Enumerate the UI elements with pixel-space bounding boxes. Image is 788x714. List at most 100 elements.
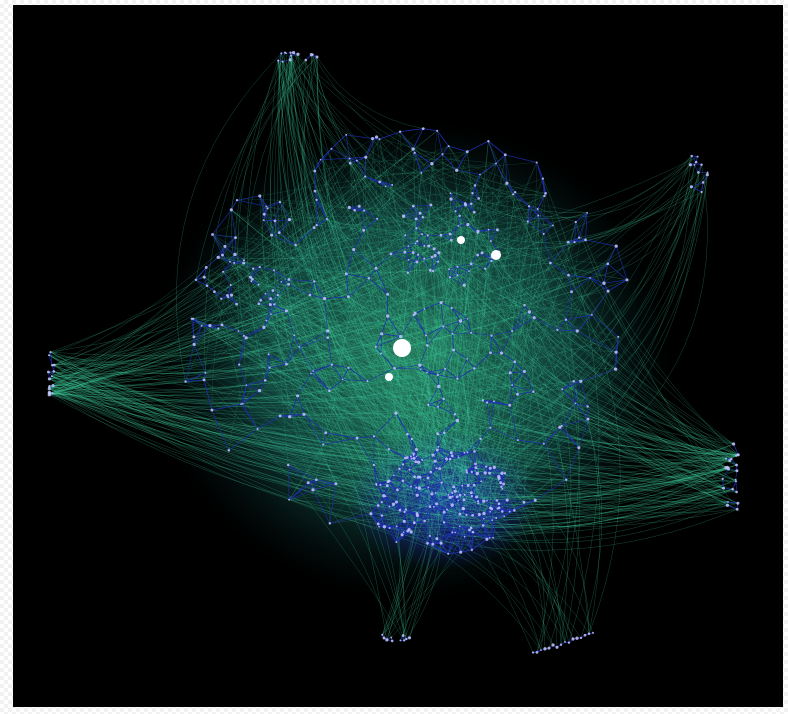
edge <box>491 520 494 538</box>
node <box>614 350 618 354</box>
edge <box>450 263 608 498</box>
edge <box>432 532 453 545</box>
node <box>689 185 693 189</box>
edge <box>195 225 553 281</box>
edge <box>288 489 314 501</box>
edge <box>437 406 478 502</box>
edge <box>436 496 477 539</box>
edge <box>385 489 398 497</box>
edge <box>450 193 739 456</box>
edge <box>350 162 422 175</box>
edge <box>358 205 378 220</box>
edge <box>193 318 451 498</box>
edge <box>316 479 449 554</box>
edge <box>206 285 438 451</box>
edge <box>263 208 268 221</box>
edge <box>488 140 506 156</box>
edge <box>309 294 515 362</box>
node <box>725 457 728 460</box>
edge <box>316 479 336 485</box>
edge <box>437 406 456 415</box>
edge <box>53 371 468 473</box>
edge <box>479 163 497 175</box>
edge <box>223 271 515 362</box>
edge <box>439 352 617 469</box>
edge <box>472 478 500 533</box>
edge <box>297 395 305 415</box>
edge <box>278 53 408 435</box>
node <box>341 378 344 381</box>
edge <box>393 503 406 510</box>
edge <box>212 209 232 235</box>
edge <box>185 344 195 382</box>
edge <box>435 458 447 462</box>
edge <box>387 475 395 486</box>
node <box>536 208 539 210</box>
edge <box>281 245 409 282</box>
node <box>447 145 450 148</box>
edge <box>468 480 482 486</box>
node <box>420 171 423 174</box>
edge <box>471 539 488 551</box>
edge <box>434 449 438 462</box>
edge <box>348 172 708 369</box>
edge <box>478 514 484 526</box>
edge <box>269 367 723 480</box>
edge <box>201 325 219 329</box>
edge <box>452 320 461 334</box>
edge <box>523 467 726 503</box>
edge <box>368 277 388 295</box>
node <box>312 226 316 229</box>
node <box>442 510 446 514</box>
edge <box>257 428 393 641</box>
edge <box>49 172 422 387</box>
edge <box>323 437 358 445</box>
node <box>413 151 416 154</box>
edge <box>51 266 260 377</box>
edge <box>396 526 403 535</box>
edge <box>448 277 591 554</box>
edge <box>470 332 738 510</box>
edge <box>468 270 724 489</box>
edge <box>312 370 445 434</box>
edge <box>578 212 588 238</box>
edge <box>222 262 235 273</box>
edge <box>310 333 453 374</box>
node <box>401 479 405 483</box>
edge <box>439 458 451 469</box>
edge <box>282 61 481 440</box>
edge <box>437 449 452 454</box>
edge <box>394 364 420 369</box>
edge <box>557 329 578 332</box>
edge <box>259 390 729 503</box>
edge <box>384 155 692 528</box>
edge <box>437 374 440 387</box>
edge <box>314 186 466 204</box>
edge <box>424 506 435 522</box>
edge <box>331 364 343 380</box>
edge <box>417 493 432 496</box>
edge <box>270 298 472 493</box>
edge <box>537 208 554 226</box>
edge <box>483 443 734 526</box>
edge <box>222 237 236 256</box>
edge <box>314 190 534 392</box>
edge <box>49 255 436 394</box>
edge <box>342 379 368 382</box>
edge <box>277 60 617 353</box>
edge <box>316 186 386 480</box>
edge <box>274 304 412 532</box>
node <box>298 346 301 348</box>
edge <box>489 215 539 538</box>
edge <box>268 298 325 355</box>
node <box>497 502 501 506</box>
edge <box>49 176 366 395</box>
node <box>522 500 526 504</box>
edge <box>48 371 459 458</box>
edge <box>49 294 311 387</box>
edge <box>269 194 514 368</box>
edge <box>212 234 223 256</box>
edge <box>607 279 628 292</box>
edge <box>473 352 491 369</box>
edge <box>289 467 476 500</box>
